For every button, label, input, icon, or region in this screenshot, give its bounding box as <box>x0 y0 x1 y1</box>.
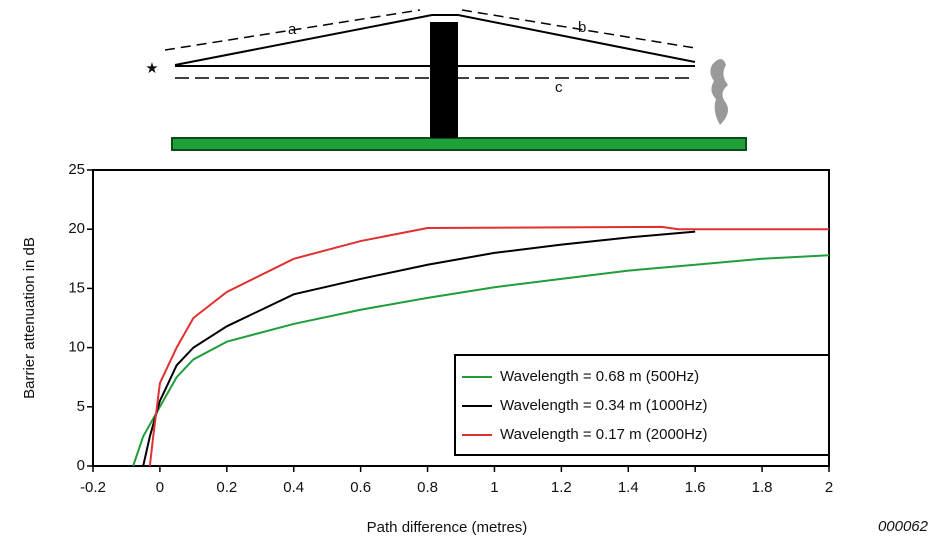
legend-label: Wavelength = 0.68 m (500Hz) <box>500 368 699 385</box>
y-tick-label: 20 <box>68 220 85 237</box>
diagram: ★ a b c <box>145 9 747 151</box>
series-line <box>132 254 830 467</box>
x-tick-label: 1.4 <box>618 479 639 496</box>
source-star: ★ <box>145 60 158 77</box>
x-tick-label: 2 <box>825 479 833 496</box>
y-tick-label: 25 <box>68 161 85 178</box>
label-b: b <box>578 19 586 36</box>
plot-frame <box>92 169 830 467</box>
y-tick-label: 5 <box>77 398 85 415</box>
x-tick-label: 1.6 <box>685 479 706 496</box>
y-tick-label: 15 <box>68 279 85 296</box>
ground <box>171 137 747 151</box>
x-tick-label: 1 <box>490 479 498 496</box>
x-axis-label: Path difference (metres) <box>367 519 528 536</box>
series-line <box>148 225 829 467</box>
x-tick-label: 1.8 <box>752 479 773 496</box>
legend-label: Wavelength = 0.17 m (2000Hz) <box>500 426 707 443</box>
x-tick-label: 0.8 <box>417 479 438 496</box>
label-c: c <box>555 79 563 96</box>
path-over-barrier <box>174 14 696 66</box>
x-tick-label: 0 <box>156 479 164 496</box>
series-line <box>142 230 696 467</box>
x-tick-label: 0.2 <box>216 479 237 496</box>
label-a: a <box>288 21 297 38</box>
y-tick-label: 10 <box>68 339 85 356</box>
legend <box>454 354 830 456</box>
barrier <box>430 22 458 138</box>
x-tick-label: -0.2 <box>80 479 106 496</box>
figure-id: 000062 <box>878 518 929 535</box>
dim-a <box>164 9 421 51</box>
x-tick-label: 0.6 <box>350 479 371 496</box>
x-tick-label: 1.2 <box>551 479 572 496</box>
receiver-person <box>710 59 728 125</box>
dim-b <box>461 9 696 49</box>
x-tick-label: 0.4 <box>283 479 304 496</box>
y-axis-label: Barrier attenuation in dB <box>21 237 38 399</box>
y-tick-label: 0 <box>77 457 85 474</box>
legend-label: Wavelength = 0.34 m (1000Hz) <box>500 397 707 414</box>
